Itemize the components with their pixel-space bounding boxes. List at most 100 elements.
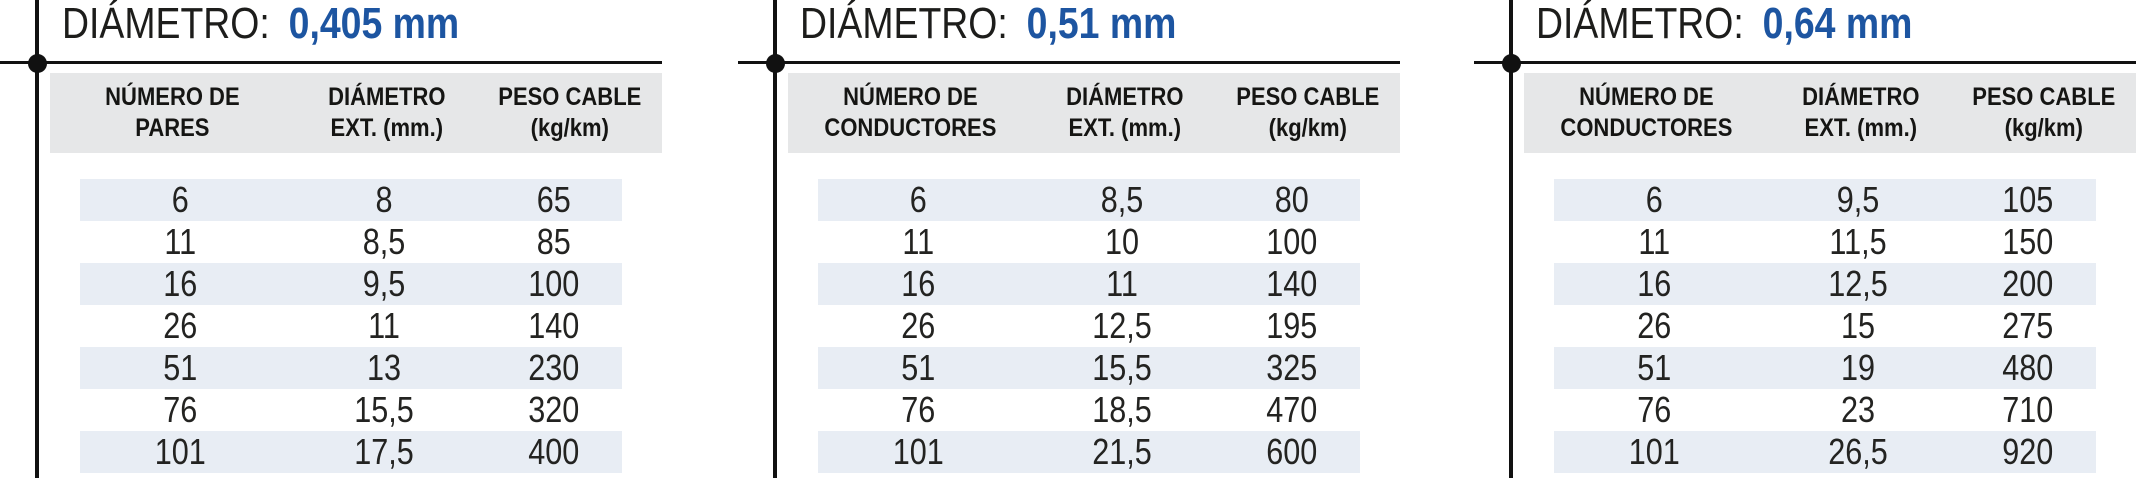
- table-title-label: DIÁMETRO:: [1536, 0, 1744, 48]
- cell-weight: 100: [528, 263, 580, 304]
- column-header-ext-diameter: DIÁMETRO EXT. (mm.): [306, 82, 468, 144]
- column-header-line2: EXT. (mm.): [1068, 114, 1181, 142]
- cell-weight: 195: [1266, 305, 1318, 346]
- cell-weight: 325: [1266, 347, 1318, 388]
- cell-weight: 200: [2002, 263, 2054, 304]
- table-body: 6 8 65 11 8,5 85 16 9,5 100 26 11 140 51: [80, 179, 622, 473]
- cell-count: 6: [909, 179, 927, 220]
- table-title-label: DIÁMETRO:: [800, 0, 1008, 48]
- column-header-line2: PARES: [135, 114, 210, 142]
- cell-weight: 150: [2002, 221, 2054, 262]
- column-header-line1: PESO CABLE: [1972, 83, 2116, 111]
- cell-count: 76: [163, 389, 198, 430]
- cell-count: 76: [901, 389, 936, 430]
- table-row: 6 9,5 105: [1554, 179, 2096, 221]
- cell-weight: 65: [537, 179, 572, 220]
- column-header-line1: DIÁMETRO: [327, 83, 446, 111]
- rule-intersection-dot-icon: [766, 54, 785, 73]
- column-header-line1: NÚMERO DE: [843, 83, 978, 111]
- table-row: 51 13 230: [80, 347, 622, 389]
- table-row: 16 11 140: [818, 263, 1360, 305]
- cell-count: 16: [901, 263, 936, 304]
- cell-count: 11: [1638, 221, 1671, 262]
- cell-diameter: 21,5: [1091, 431, 1152, 472]
- column-header-line1: PESO CABLE: [498, 83, 642, 111]
- left-rule-line: [1509, 0, 1513, 478]
- column-header-line1: DIÁMETRO: [1065, 83, 1184, 111]
- cell-diameter: 17,5: [353, 431, 414, 472]
- cell-weight: 400: [528, 431, 580, 472]
- table-row: 76 18,5 470: [818, 389, 1360, 431]
- column-header-line2: EXT. (mm.): [1804, 114, 1917, 142]
- cell-count: 6: [171, 179, 189, 220]
- cell-count: 101: [892, 431, 944, 472]
- cell-diameter: 15,5: [353, 389, 414, 430]
- table-title-value: 0,51 mm: [1026, 0, 1177, 48]
- cell-diameter: 9,5: [362, 263, 405, 304]
- diameter-table-section-1: DIÁMETRO: 0,405 mm NÚMERO DE PARES DIÁME…: [0, 0, 672, 490]
- rule-intersection-dot-icon: [1502, 54, 1521, 73]
- column-header-line2: CONDUCTORES: [1560, 114, 1733, 142]
- cell-count: 101: [154, 431, 206, 472]
- left-rule-line: [35, 0, 39, 478]
- cell-count: 6: [1645, 179, 1663, 220]
- cell-weight: 140: [528, 305, 580, 346]
- cell-count: 101: [1628, 431, 1680, 472]
- column-header-conductors: NÚMERO DE CONDUCTORES: [803, 82, 1018, 144]
- table-row: 16 12,5 200: [1554, 263, 2096, 305]
- cell-diameter: 10: [1104, 221, 1139, 262]
- cell-weight: 80: [1275, 179, 1310, 220]
- table-row: 51 19 480: [1554, 347, 2096, 389]
- cell-count: 26: [1637, 305, 1672, 346]
- top-rule-line: [738, 61, 1400, 64]
- cell-weight: 480: [2002, 347, 2054, 388]
- column-header-conductors: NÚMERO DE CONDUCTORES: [1539, 82, 1754, 144]
- column-header-line2: (kg/km): [531, 114, 610, 142]
- table-row: 11 10 100: [818, 221, 1360, 263]
- table-body: 6 9,5 105 11 11,5 150 16 12,5 200 26 15 …: [1554, 179, 2096, 473]
- cell-diameter: 23: [1840, 389, 1875, 430]
- table-row: 26 15 275: [1554, 305, 2096, 347]
- column-header-line1: PESO CABLE: [1236, 83, 1380, 111]
- table-row: 76 15,5 320: [80, 389, 622, 431]
- cell-weight: 275: [2002, 305, 2054, 346]
- column-header-ext-diameter: DIÁMETRO EXT. (mm.): [1044, 82, 1206, 144]
- table-row: 51 15,5 325: [818, 347, 1360, 389]
- column-header-line2: (kg/km): [2005, 114, 2084, 142]
- table-row: 101 17,5 400: [80, 431, 622, 473]
- table-row: 11 11,5 150: [1554, 221, 2096, 263]
- table-row: 6 8,5 80: [818, 179, 1360, 221]
- cell-diameter: 8: [374, 179, 393, 220]
- table-title: DIÁMETRO: 0,64 mm: [1536, 2, 1912, 46]
- cell-diameter: 13: [366, 347, 401, 388]
- column-header-line1: NÚMERO DE: [105, 83, 240, 111]
- cell-diameter: 26,5: [1827, 431, 1888, 472]
- diameter-table-section-2: DIÁMETRO: 0,51 mm NÚMERO DE CONDUCTORES …: [738, 0, 1410, 490]
- cell-diameter: 8,5: [362, 221, 405, 262]
- cell-weight: 320: [528, 389, 580, 430]
- cell-diameter: 12,5: [1827, 263, 1888, 304]
- cell-weight: 920: [2002, 431, 2054, 472]
- cell-weight: 600: [1266, 431, 1318, 472]
- table-title-label: DIÁMETRO:: [62, 0, 270, 48]
- table-title: DIÁMETRO: 0,51 mm: [800, 2, 1176, 46]
- cell-weight: 85: [537, 221, 572, 262]
- cell-weight: 230: [528, 347, 580, 388]
- cell-diameter: 11: [367, 305, 400, 346]
- cell-diameter: 11,5: [1828, 221, 1887, 262]
- table-row: 101 26,5 920: [1554, 431, 2096, 473]
- table-row: 26 11 140: [80, 305, 622, 347]
- cell-diameter: 15: [1840, 305, 1875, 346]
- column-header-cable-weight: PESO CABLE (kg/km): [489, 82, 651, 144]
- table-title-value: 0,405 mm: [288, 0, 460, 48]
- column-header-line1: NÚMERO DE: [1579, 83, 1714, 111]
- left-rule-line: [773, 0, 777, 478]
- diameter-table-section-3: DIÁMETRO: 0,64 mm NÚMERO DE CONDUCTORES …: [1474, 0, 2146, 490]
- table-title-value: 0,64 mm: [1762, 0, 1913, 48]
- cell-count: 16: [163, 263, 198, 304]
- column-header-cable-weight: PESO CABLE (kg/km): [1963, 82, 2125, 144]
- cell-count: 11: [902, 221, 935, 262]
- rule-intersection-dot-icon: [28, 54, 47, 73]
- cell-diameter: 19: [1840, 347, 1875, 388]
- column-header-line1: DIÁMETRO: [1801, 83, 1920, 111]
